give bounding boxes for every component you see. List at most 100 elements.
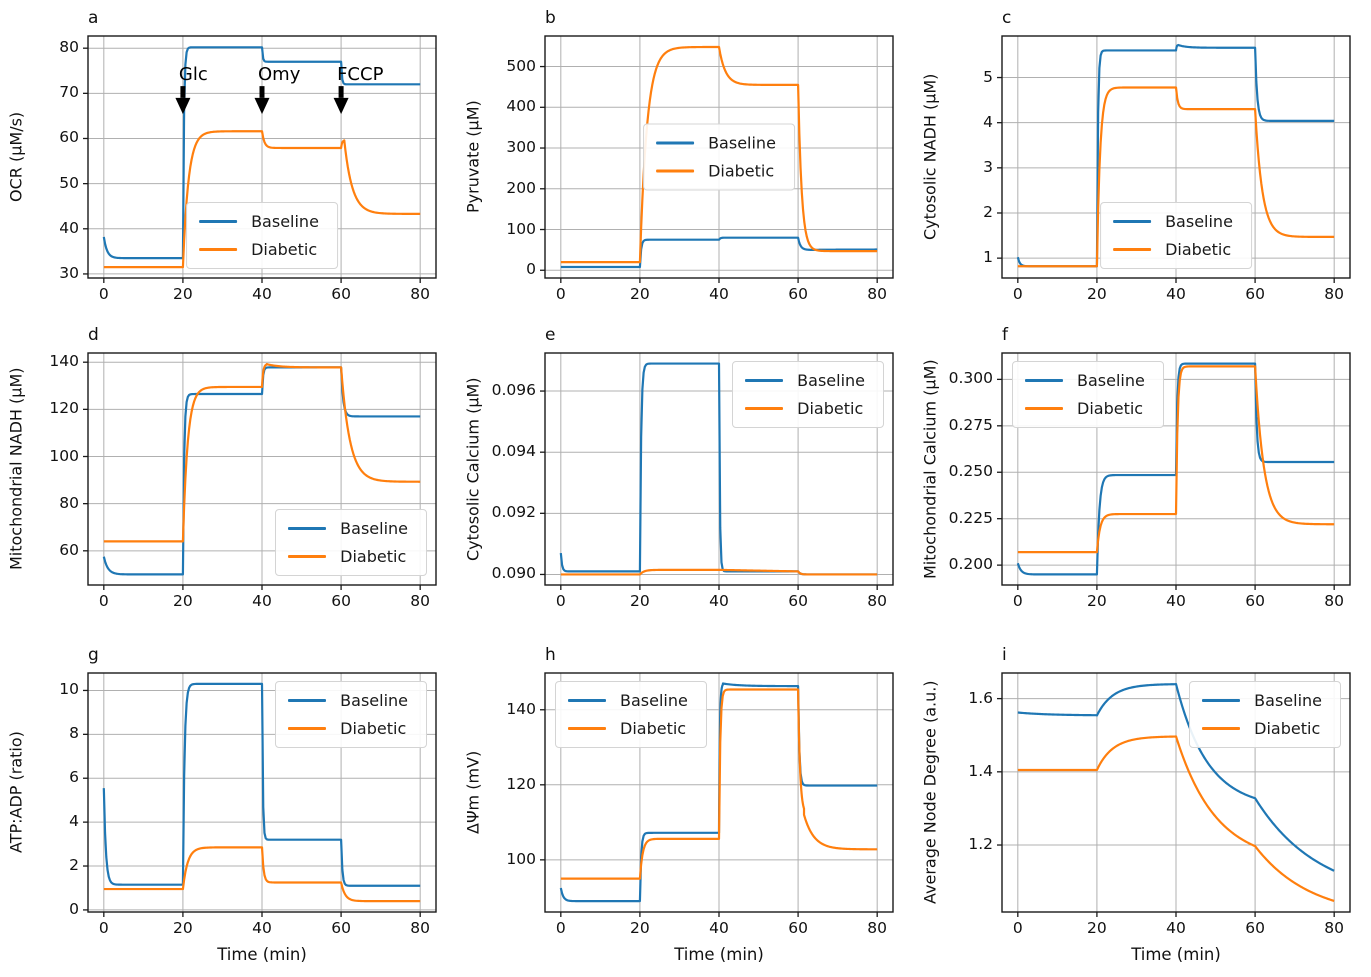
panel-letter: f (1002, 325, 1008, 345)
panel-d: d Mitochondrial NADH (μM) Baseline Diabe… (0, 320, 457, 645)
legend: Baseline Diabetic (275, 509, 427, 576)
y-tick-label: 30 (59, 263, 79, 282)
panel-g: g ATP:ADP (ratio) Baseline Diabetic Time… (0, 645, 457, 977)
x-tick-label: 80 (867, 919, 888, 937)
plot-area: Baseline Diabetic (1002, 673, 1350, 912)
legend-label-baseline: Baseline (251, 212, 319, 231)
x-tick-label: 0 (98, 592, 109, 610)
legend-entry-diabetic: Diabetic (1202, 719, 1322, 738)
legend-entry-diabetic: Diabetic (656, 162, 776, 181)
legend-entry-diabetic: Diabetic (288, 719, 408, 738)
omy-arrowhead-icon (254, 97, 270, 115)
legend-label-diabetic: Diabetic (340, 719, 407, 738)
series-diabetic (1017, 365, 1335, 554)
panel-h: h ΔΨm (mV) Baseline Diabetic Time (min) … (457, 645, 914, 977)
panel-a: a OCR (μM/s) Baseline Diabetic Glc Omy FCC… (0, 0, 457, 320)
series-diabetic (1017, 86, 1335, 268)
x-tick-label: 80 (867, 285, 888, 303)
legend-label-diabetic: Diabetic (1077, 399, 1144, 418)
y-tick-label: 400 (506, 97, 536, 116)
x-tick-label: 40 (252, 919, 272, 937)
x-tick-label: 0 (98, 919, 109, 937)
legend-entry-baseline: Baseline (1025, 371, 1145, 390)
y-tick-label: 300 (506, 138, 536, 157)
x-tick-label: 40 (709, 285, 729, 303)
y-tick-label: 500 (506, 56, 536, 75)
x-tick-label: 60 (331, 919, 351, 937)
x-tick-label: 0 (1012, 592, 1023, 610)
y-tick-label: 0.090 (491, 564, 536, 583)
y-tick-label: 0.096 (491, 381, 536, 400)
y-tick-label: 50 (59, 173, 79, 192)
plot-area: Baseline Diabetic (545, 353, 893, 585)
legend-label-baseline: Baseline (797, 371, 865, 390)
baseline-line-swatch (1025, 379, 1063, 382)
annotation-fccp: FCCP (337, 63, 384, 85)
x-tick-label: 80 (1324, 285, 1345, 303)
x-tick-label: 60 (331, 592, 351, 610)
plot-canvas (540, 352, 894, 590)
y-tick-label: 100 (506, 219, 536, 238)
legend-entry-baseline: Baseline (288, 519, 408, 538)
plot-area: Baseline Diabetic (88, 673, 436, 912)
baseline-line-swatch (288, 527, 327, 530)
legend-entry-baseline: Baseline (1113, 212, 1233, 231)
legend-label-diabetic: Diabetic (340, 547, 407, 566)
legend: Baseline Diabetic (732, 361, 884, 428)
y-tick-label: 6 (69, 768, 79, 787)
y-tick-label: 120 (49, 399, 79, 418)
legend: Baseline Diabetic (555, 681, 707, 748)
legend-entry-diabetic: Diabetic (745, 399, 865, 418)
x-tick-label: 60 (1245, 919, 1265, 937)
x-tick-label: 20 (1087, 919, 1107, 937)
x-tick-label: 80 (867, 592, 888, 610)
y-tick-label: 1.4 (968, 761, 993, 780)
legend-entry-baseline: Baseline (1202, 691, 1322, 710)
plot-canvas (83, 35, 437, 283)
y-tick-label: 70 (59, 83, 79, 102)
legend: Baseline Diabetic (186, 202, 338, 269)
y-tick-label: 5 (983, 67, 993, 86)
y-tick-label: 60 (59, 128, 79, 147)
series-baseline (1017, 682, 1335, 872)
x-tick-label: 20 (173, 285, 193, 303)
diabetic-line-swatch (745, 407, 784, 410)
x-tick-label: 40 (252, 592, 272, 610)
legend-label-baseline: Baseline (620, 691, 688, 710)
panel-b: b Pyruvate (μM) Baseline Diabetic 0 20 40 6… (457, 0, 914, 320)
y-tick-label: 0.092 (491, 503, 536, 522)
legend-label-baseline: Baseline (340, 691, 408, 710)
x-tick-label: 0 (98, 285, 109, 303)
y-tick-label: 2 (69, 856, 79, 875)
panel-letter: b (545, 8, 556, 28)
legend-label-baseline: Baseline (708, 133, 776, 153)
series-diabetic (560, 568, 878, 576)
y-tick-label: 100 (49, 446, 79, 465)
x-tick-label: 0 (1012, 919, 1023, 937)
panel-letter: e (545, 325, 556, 345)
x-tick-label: 20 (1087, 592, 1107, 610)
legend: Baseline Diabetic (1189, 681, 1341, 748)
x-tick-label: 40 (252, 285, 272, 303)
baseline-line-swatch (1113, 220, 1152, 223)
plot-area: Baseline Diabetic (1002, 36, 1350, 278)
diabetic-line-swatch (1113, 248, 1152, 251)
x-tick-label: 60 (1245, 592, 1265, 610)
panel-letter: d (88, 325, 99, 345)
y-tick-label: 0 (526, 260, 536, 279)
y-tick-label: 120 (506, 774, 536, 793)
baseline-line-swatch (1202, 699, 1241, 702)
legend-label-baseline: Baseline (1254, 691, 1322, 710)
panel-letter: c (1002, 8, 1012, 28)
diabetic-line-swatch (288, 727, 327, 730)
series-diabetic (560, 45, 878, 264)
series-diabetic (1017, 735, 1335, 902)
legend: Baseline Diabetic (275, 681, 427, 748)
legend-label-baseline: Baseline (340, 519, 408, 538)
legend-label-diabetic: Diabetic (620, 719, 687, 738)
panel-f: f Mitochondrial Calcium (μM) Baseline Di… (914, 320, 1371, 645)
plot-area: Baseline Diabetic (1002, 353, 1350, 585)
plot-canvas (540, 672, 894, 917)
x-tick-label: 20 (173, 592, 193, 610)
panel-letter: h (545, 645, 556, 665)
